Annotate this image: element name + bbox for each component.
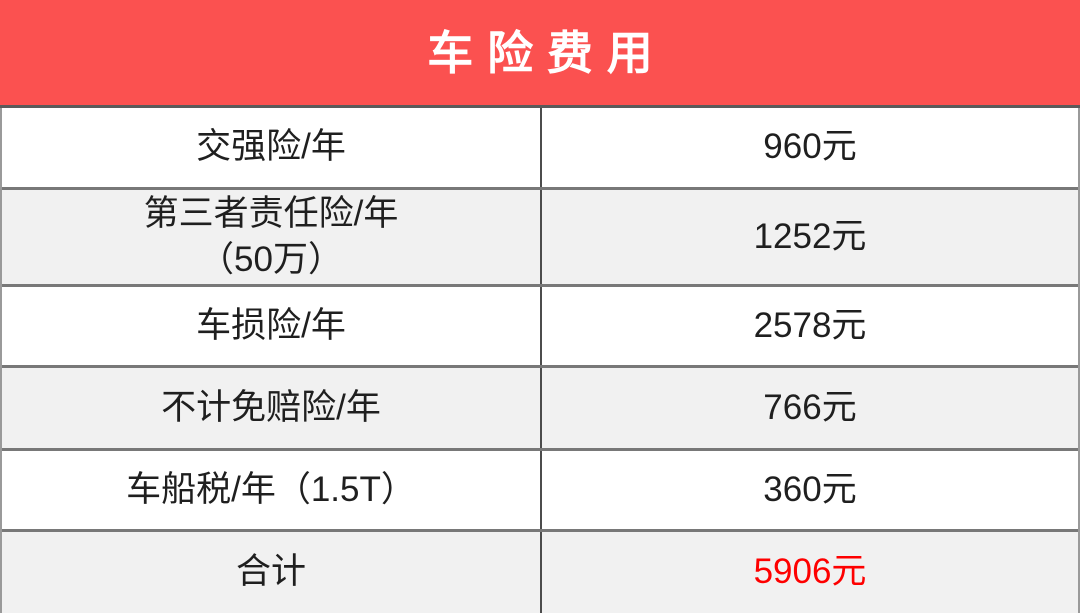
row-label: 车损险/年 (2, 287, 542, 365)
row-value: 960元 (763, 127, 857, 167)
table-body: 交强险/年 960元 第三者责任险/年 （50万） 1252元 车损险/年 25… (0, 108, 1080, 613)
table-title: 车险费用 (427, 26, 667, 79)
row-value: 1252元 (753, 216, 867, 256)
table-row: 交强险/年 960元 (2, 108, 1078, 190)
row-label: 车船税/年（1.5T） (2, 451, 542, 529)
table-row: 不计免赔险/年 766元 (2, 368, 1078, 451)
row-value: 766元 (763, 387, 857, 427)
row-label: 不计免赔险/年 (2, 368, 542, 448)
table-row: 车船税/年（1.5T） 360元 (2, 451, 1078, 532)
table-row: 车损险/年 2578元 (2, 287, 1078, 368)
row-label: 交强险/年 (2, 108, 542, 187)
row-value: 2578元 (753, 305, 867, 345)
total-value: 5906元 (753, 552, 867, 592)
row-label: 第三者责任险/年 （50万） (2, 190, 542, 284)
table-row: 第三者责任险/年 （50万） 1252元 (2, 190, 1078, 287)
row-value: 360元 (763, 469, 857, 509)
total-label: 合计 (2, 532, 542, 613)
table-row-total: 合计 5906元 (2, 532, 1078, 613)
table-title-bar: 车险费用 (0, 0, 1080, 108)
